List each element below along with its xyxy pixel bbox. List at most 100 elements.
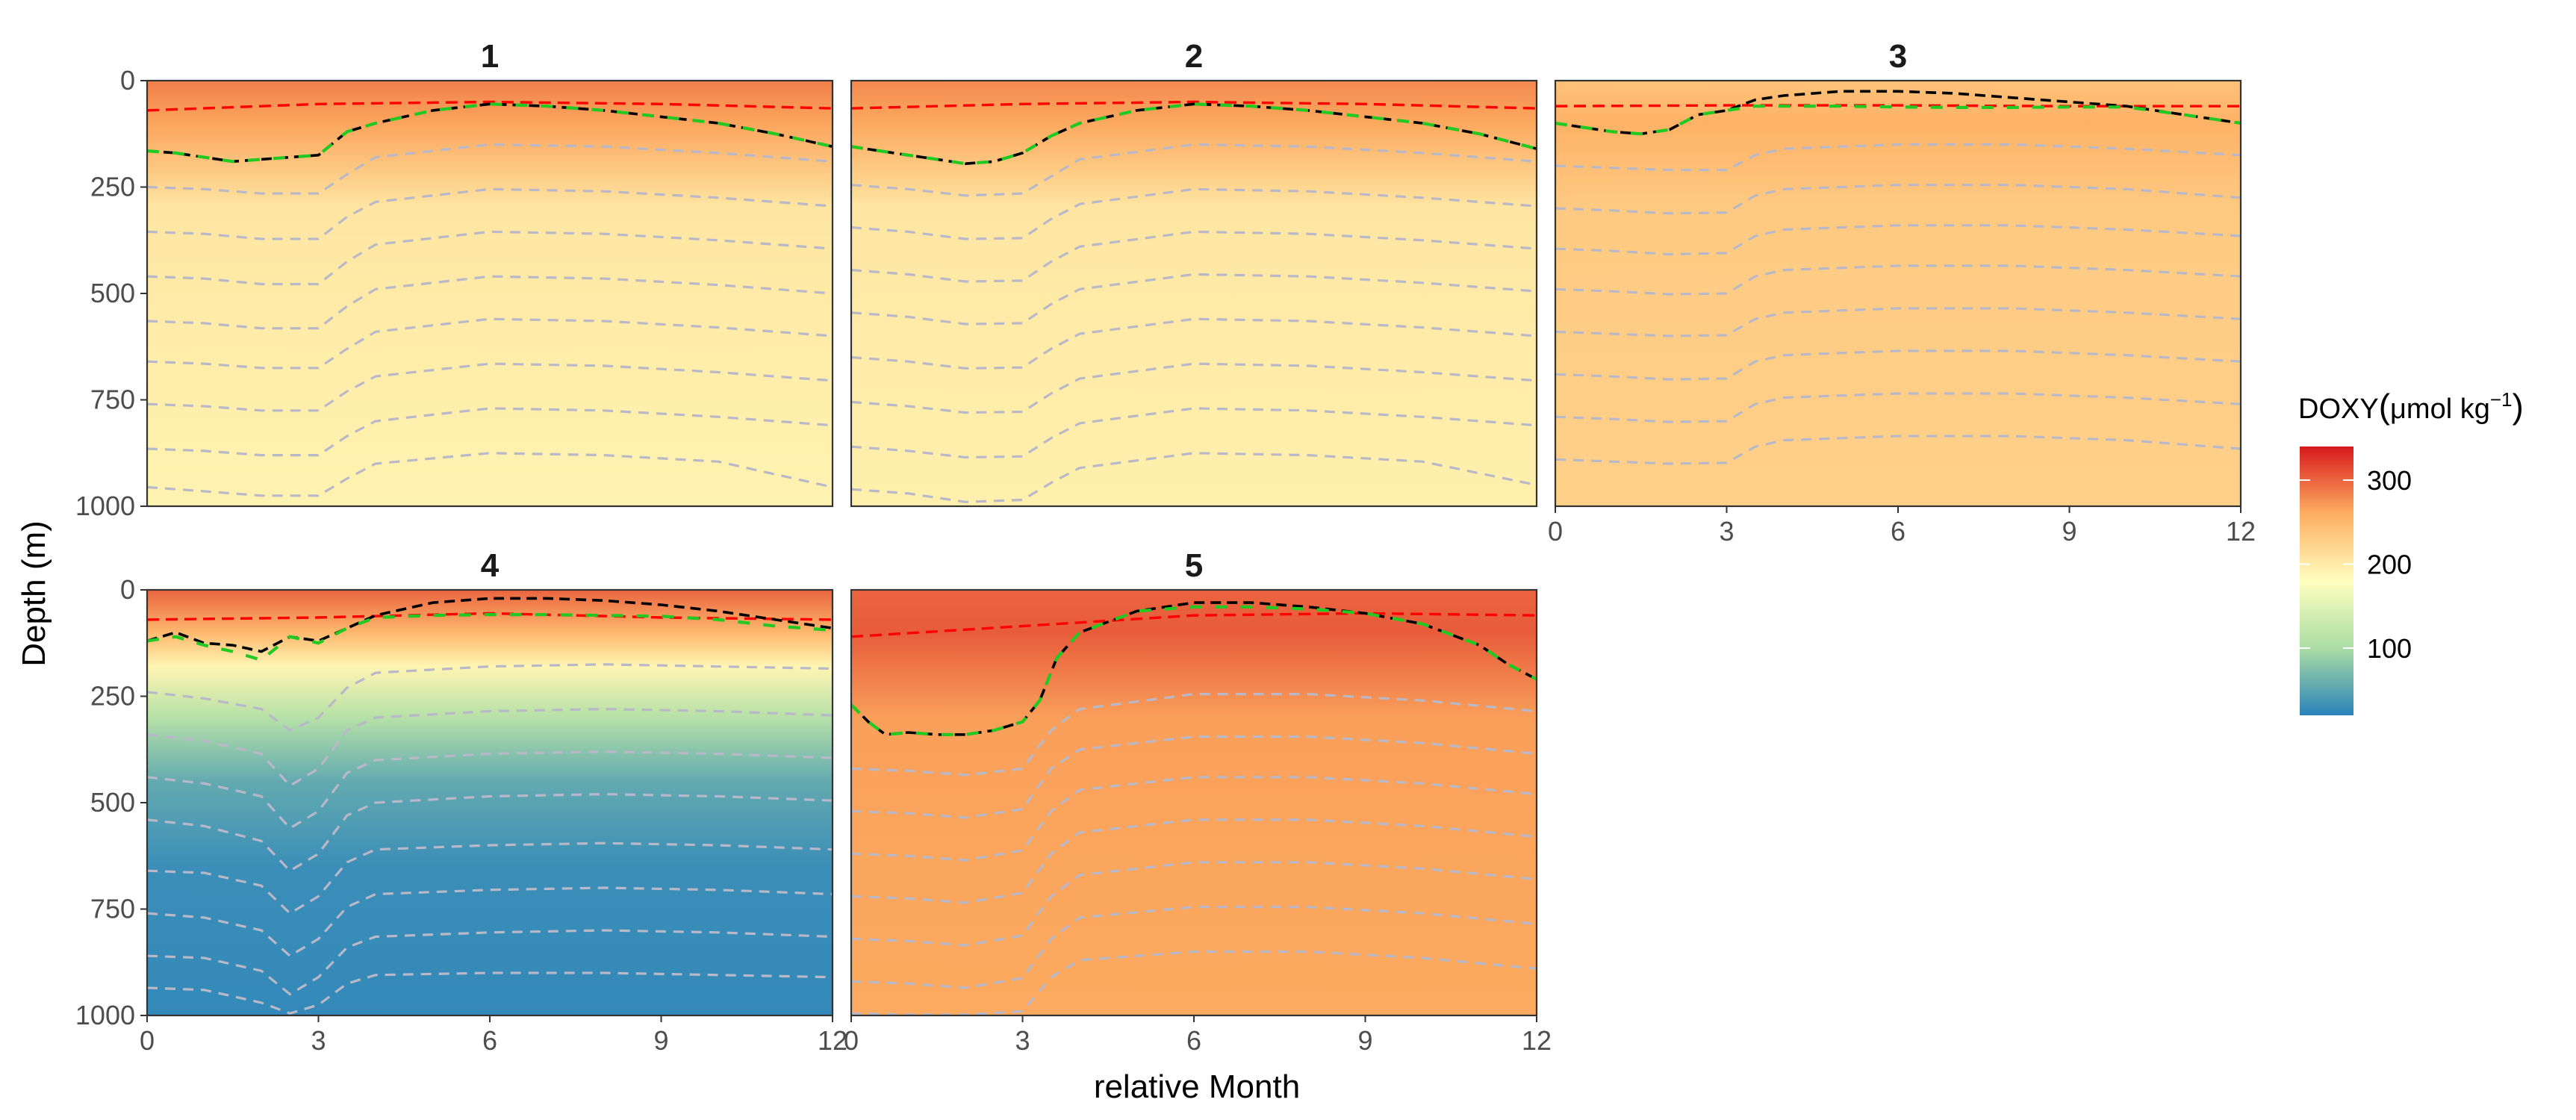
panel-5-title: 5 [1185, 547, 1203, 584]
legend-tick-label-100: 100 [2367, 633, 2412, 664]
panel-1-isopycnal-0 [146, 143, 833, 195]
panel-1-isopycnal-7 [146, 452, 833, 497]
panel-4-xtick-label-3: 3 [311, 1025, 326, 1056]
panel-2-isopycnal-1 [850, 187, 1537, 240]
panel-4-isopycnal-3 [146, 792, 833, 873]
panel-5-isopycnal-1 [850, 735, 1537, 819]
panel-3-isopycnal-3 [1555, 264, 2241, 296]
legend-title-open-paren: ( [2379, 387, 2391, 426]
panel-1-field [147, 81, 833, 506]
panel-4-isopycnal-4 [146, 841, 833, 915]
panel-2-red-line [850, 100, 1537, 110]
colorbar [2300, 447, 2353, 715]
panel-3-isopycnal-0 [1555, 143, 2241, 172]
panel-2-isopycnal-7 [850, 452, 1537, 503]
panel-4-isopycnal-1 [146, 707, 833, 788]
panel-1-title: 1 [481, 38, 499, 75]
panel-4-field [147, 590, 833, 1015]
panel-2-isopycnal-0 [850, 143, 1537, 197]
panel-2-field [851, 81, 1537, 506]
panel-2: 2 [850, 38, 1538, 508]
panel-3-green-line [1555, 105, 2241, 136]
panel-4-ytick-label-750: 750 [90, 894, 135, 924]
panel-1-isopycnal-2 [146, 230, 833, 286]
panel-5-isopycnal-4 [850, 861, 1537, 947]
panel-4-isopycnal-5 [146, 886, 833, 958]
panel-3: 3 0 3 6 9 12 [1548, 38, 2256, 547]
panel-4-xtick-label-9: 9 [653, 1025, 668, 1056]
panel-2-isopycnal-5 [850, 362, 1537, 414]
panel-4-xtick-label-6: 6 [482, 1025, 497, 1056]
panel-4-ytick-label-1000: 1000 [75, 1000, 135, 1030]
panel-3-xtick-label-3: 3 [1719, 516, 1734, 547]
panel-5-isopycnal-0 [850, 693, 1537, 777]
panel-4-isopycnal-2 [146, 750, 833, 830]
legend-title-close-paren: ) [2513, 387, 2524, 426]
panel-1-red-line [146, 100, 833, 112]
legend-title: DOXY(μmol kg−1) [2298, 387, 2524, 426]
panel-5: 5 0 3 6 9 12 [844, 547, 1552, 1056]
panel-1-isopycnal-5 [146, 362, 833, 412]
x-axis-title: relative Month [1094, 1068, 1300, 1105]
panel-5-black-line [850, 601, 1537, 736]
panel-3-black-line [1555, 90, 2241, 136]
panel-2-title: 2 [1185, 38, 1203, 75]
panel-1-ytick-label-500: 500 [90, 278, 135, 308]
panel-5-isopycnal-2 [850, 776, 1537, 862]
legend-tick-label-300: 300 [2367, 465, 2412, 496]
panel-3-isopycnal-1 [1555, 184, 2241, 215]
panel-3-xtick-label-9: 9 [2062, 516, 2076, 547]
panel-4-xtick-label-0: 0 [140, 1025, 155, 1056]
panel-4-xtick-label-12: 12 [818, 1025, 847, 1056]
panel-1-green-line [146, 102, 833, 164]
panel-5-isopycnal-3 [850, 818, 1537, 904]
panel-3-xtick-label-0: 0 [1548, 516, 1563, 547]
panel-4-isopycnal-7 [146, 971, 833, 1015]
panel-2-green-line [850, 102, 1537, 166]
panel-1-ytick-label-1000: 1000 [75, 491, 135, 521]
panel-3-isopycnal-6 [1555, 392, 2241, 423]
panel-2-isopycnal-2 [850, 230, 1537, 283]
panel-4-ytick-label-500: 500 [90, 787, 135, 818]
legend-title-unit: μmol kg [2390, 393, 2490, 425]
legend-title-variable: DOXY [2298, 393, 2379, 425]
legend-ticks: 100 200 300 [2300, 465, 2412, 664]
panel-3-isopycnal-5 [1555, 349, 2241, 381]
panel-1-isopycnal-3 [146, 275, 833, 330]
panel-3-isopycnal-2 [1555, 224, 2241, 256]
legend-tick-label-200: 200 [2367, 550, 2412, 580]
panel-1: 1 0 250 500 750 1000 [75, 38, 834, 521]
panel-3-isopycnal-7 [1555, 435, 2241, 465]
panel-3-title: 3 [1889, 38, 1907, 75]
legend-title-exponent: −1 [2490, 388, 2513, 411]
panel-4-green-line [146, 613, 833, 662]
panel-1-ytick-label-0: 0 [120, 65, 135, 96]
panel-4-ytick-label-250: 250 [90, 681, 135, 712]
panel-2-isopycnal-4 [850, 317, 1537, 370]
panel-1-isopycnal-6 [146, 407, 833, 457]
panel-4-isopycnal-6 [146, 929, 833, 996]
panel-4-title: 4 [481, 547, 500, 584]
panel-1-isopycnal-4 [146, 317, 833, 370]
panel-1-isopycnal-1 [146, 187, 833, 240]
panel-3-red-line [1555, 104, 2241, 108]
panel-3-isopycnal-4 [1555, 307, 2241, 337]
panel-4-ytick-label-0: 0 [120, 574, 135, 605]
panel-5-red-line [850, 612, 1537, 638]
panel-5-xtick-label-12: 12 [1522, 1025, 1552, 1056]
panel-4-black-line [146, 597, 833, 653]
panel-3-xtick-label-6: 6 [1891, 516, 1905, 547]
panel-4-isopycnal-0 [146, 663, 833, 732]
panel-5-xtick-label-3: 3 [1015, 1025, 1030, 1056]
panel-2-isopycnal-6 [850, 407, 1537, 459]
panel-5-xtick-label-6: 6 [1186, 1025, 1201, 1056]
panel-1-ytick-label-750: 750 [90, 385, 135, 415]
panel-5-isopycnal-5 [850, 906, 1537, 989]
y-axis-title: Depth (m) [16, 520, 52, 667]
panel-5-xtick-label-9: 9 [1357, 1025, 1372, 1056]
panel-3-xtick-label-12: 12 [2226, 516, 2256, 547]
panel-5-xtick-label-0: 0 [844, 1025, 859, 1056]
